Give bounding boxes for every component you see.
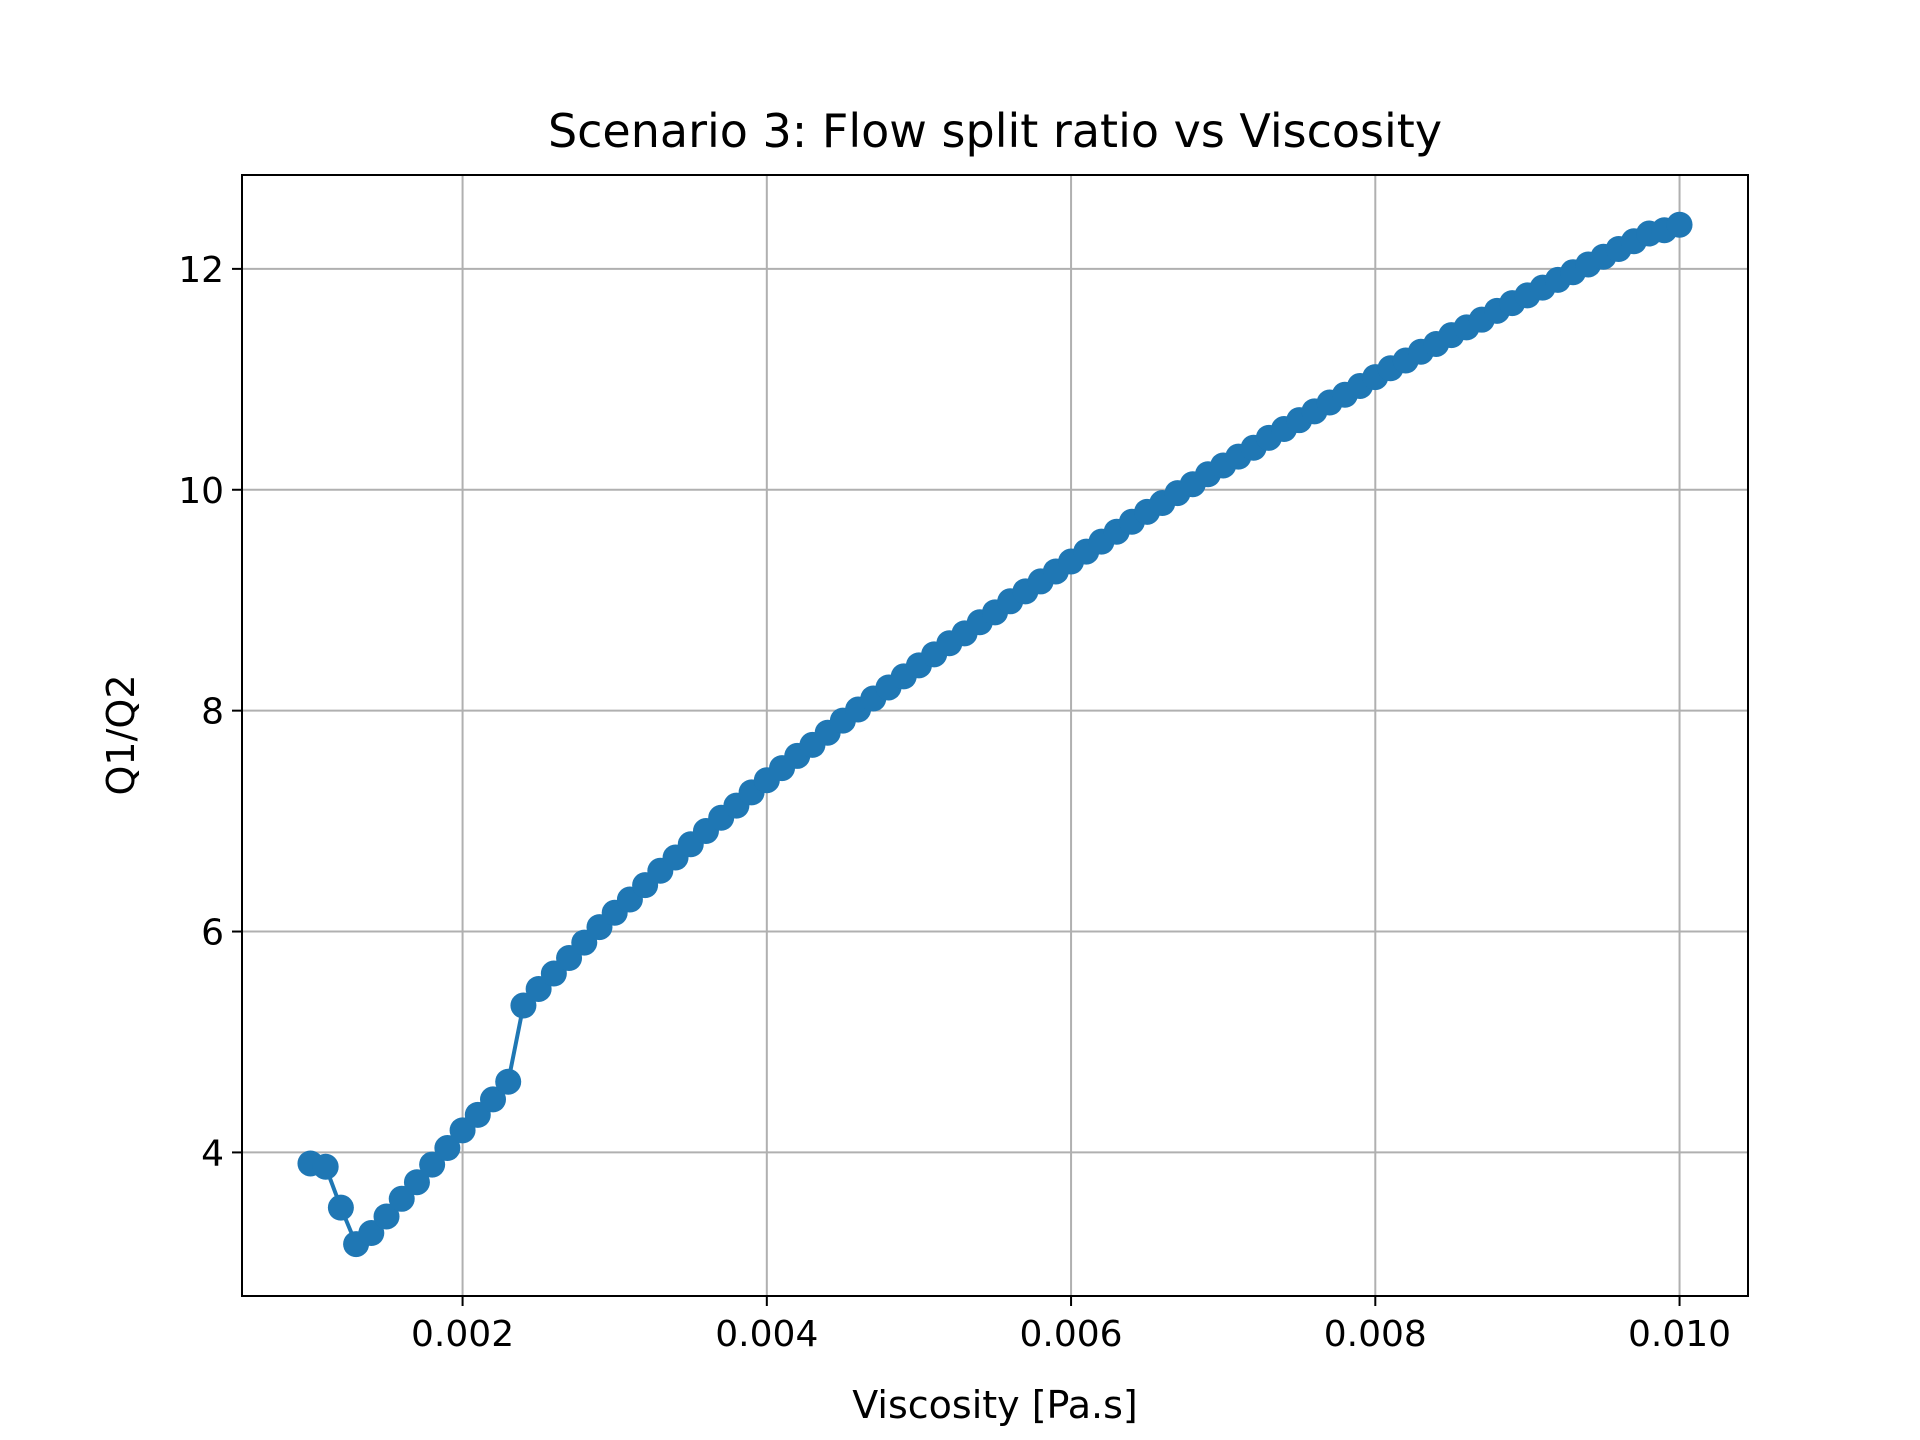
y-tick-label: 4: [201, 1133, 224, 1174]
tick-layer: 0.002 0.004 0.006 0.008 0.010 4 6 8 10 12: [178, 250, 1731, 1355]
data-point: [358, 1220, 385, 1247]
data-point: [403, 1169, 430, 1196]
y-tick-label: 6: [201, 913, 224, 954]
x-tick-label: 0.002: [411, 1314, 514, 1355]
x-tick-label: 0.008: [1324, 1314, 1427, 1355]
data-point: [327, 1194, 354, 1221]
y-tick-label: 8: [201, 692, 224, 733]
data-point: [312, 1153, 339, 1180]
data-point: [495, 1068, 522, 1095]
chart-title: Scenario 3: Flow split ratio vs Viscosit…: [548, 104, 1442, 158]
data-point: [480, 1086, 506, 1113]
data-point: [388, 1185, 415, 1212]
data-point: [373, 1203, 400, 1230]
x-tick-label: 0.010: [1628, 1314, 1731, 1355]
y-tick-label: 10: [178, 471, 224, 512]
y-tick-label: 12: [178, 250, 224, 291]
y-axis-label: Q1/Q2: [99, 675, 143, 796]
series-layer: [297, 211, 1693, 1258]
x-tick-label: 0.004: [715, 1314, 818, 1355]
plot-frame: [241, 174, 1749, 1297]
grid-layer: [242, 175, 1748, 1296]
x-tick-label: 0.006: [1020, 1314, 1123, 1355]
data-point: [1666, 211, 1693, 238]
data-point: [510, 992, 537, 1019]
x-axis-label: Viscosity [Pa.s]: [852, 1383, 1138, 1427]
data-point: [419, 1151, 446, 1178]
data-point: [434, 1135, 461, 1162]
